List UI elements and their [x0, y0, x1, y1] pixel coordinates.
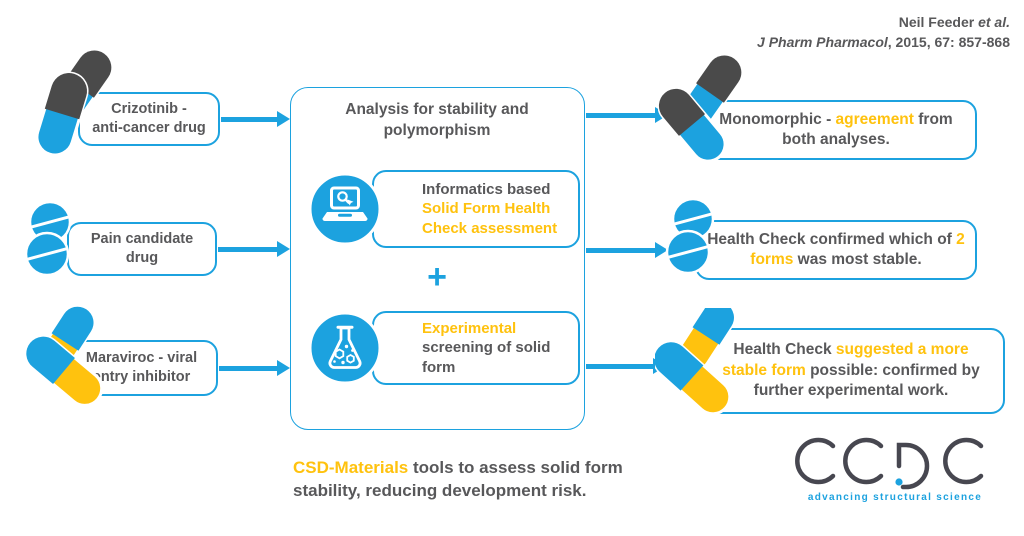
capsule-blue-dark-icon — [18, 50, 138, 160]
arrow-bar — [218, 246, 279, 252]
citation-etal: et al. — [978, 14, 1010, 30]
bottom-caption: CSD-Materials tools to assess solid form… — [293, 456, 685, 503]
arrow-bar — [586, 112, 657, 118]
input-label: Maraviroc - viral entry inhibitor — [86, 349, 197, 387]
arrow-head — [655, 242, 668, 258]
tablet-blue-icon — [24, 196, 114, 286]
input-line: drug — [125, 250, 159, 266]
flask-icon — [308, 311, 382, 385]
citation: Neil Feeder et al. J Pharm Pharmacol, 20… — [690, 12, 1010, 53]
input-box-crizotinib: Crizotinib - anti-cancer drug — [78, 92, 220, 146]
outcome-seg: was most stable. — [793, 251, 922, 268]
outcome-seg: Health Check confirmed which of — [707, 230, 957, 248]
arrow-head — [277, 241, 290, 257]
tablet-blue-icon — [655, 198, 745, 288]
arrow-bar — [219, 365, 279, 371]
step2-highlight: Experimental — [422, 320, 517, 338]
outcome-seg: from both analyses. — [782, 110, 953, 148]
caption-rest: tools to assess solid form stability, re… — [293, 458, 623, 501]
step1-prefix: Informatics based — [422, 181, 551, 199]
outcome-seg: Health Check — [733, 341, 836, 359]
laptop-search-icon — [308, 172, 382, 246]
outcome-text: Health Check suggested a more stable for… — [709, 340, 993, 401]
arrow-bar — [586, 363, 655, 369]
citation-author: Neil Feeder — [898, 14, 979, 30]
outcome-seg: possible: confirmed by further experimen… — [753, 361, 980, 400]
flow-arrow — [221, 111, 290, 127]
outcome-seg-highlight: 2 forms — [750, 230, 965, 268]
arrow-bar — [586, 247, 657, 253]
citation-journal: J Pharm Pharmacol — [757, 34, 888, 51]
flow-arrow — [219, 360, 290, 376]
outcome-box-monomorphic: Monomorphic - agreement from both analys… — [695, 100, 977, 160]
input-label: Crizotinib - anti-cancer drug — [92, 100, 206, 138]
flow-arrow — [218, 241, 290, 257]
arrow-bar — [221, 116, 279, 122]
input-line: entry inhibitor — [92, 369, 191, 385]
capsule-blue-yellow-icon — [655, 308, 775, 428]
arrow-head — [277, 360, 290, 376]
input-label: Pain candidate drug — [91, 230, 193, 268]
outcome-text: Health Check confirmed which of 2 forms … — [707, 230, 965, 271]
ccdc-logo: advancing structural science — [795, 432, 995, 503]
ccdc-wordmark-icon — [795, 437, 984, 490]
outcome-text: Monomorphic - agreement from both analys… — [707, 110, 965, 151]
arrow-head — [277, 111, 290, 127]
outcome-box-stable-form: Health Check suggested a more stable for… — [697, 328, 1005, 414]
flow-arrow — [586, 107, 668, 123]
plus-sign: + — [427, 258, 447, 296]
input-line: Maraviroc - viral — [85, 349, 198, 366]
input-line: anti-cancer drug — [92, 120, 206, 136]
capsule-blue-yellow-icon — [18, 305, 138, 415]
caption-highlight: CSD-Materials — [293, 458, 409, 477]
step1-highlight: Solid Form Health Check assessment — [422, 200, 558, 237]
step-box-experimental: Experimental screening of solid form — [372, 311, 580, 385]
flow-arrow — [586, 358, 666, 374]
input-box-pain-candidate: Pain candidate drug — [67, 222, 217, 276]
outcome-seg: Monomorphic - — [719, 110, 836, 128]
ccdc-tagline: advancing structural science — [807, 492, 983, 503]
step-box-informatics: Informatics based Solid Form Health Chec… — [372, 170, 580, 248]
flow-arrow — [586, 242, 668, 258]
outcome-seg-highlight: suggested a more stable form — [722, 341, 969, 379]
capsule-blue-dark-icon — [658, 55, 778, 170]
citation-detail: , 2015, 67: 857-868 — [887, 34, 1010, 51]
input-line: Crizotinib - — [111, 100, 187, 117]
analysis-panel-title: Analysis for stability and polymorphism — [345, 101, 529, 139]
outcome-box-two-forms: Health Check confirmed which of 2 forms … — [695, 220, 977, 280]
input-line: Pain candidate — [90, 230, 194, 247]
step2-suffix: screening of solid form — [422, 339, 551, 376]
outcome-seg-highlight: agreement — [835, 110, 914, 128]
